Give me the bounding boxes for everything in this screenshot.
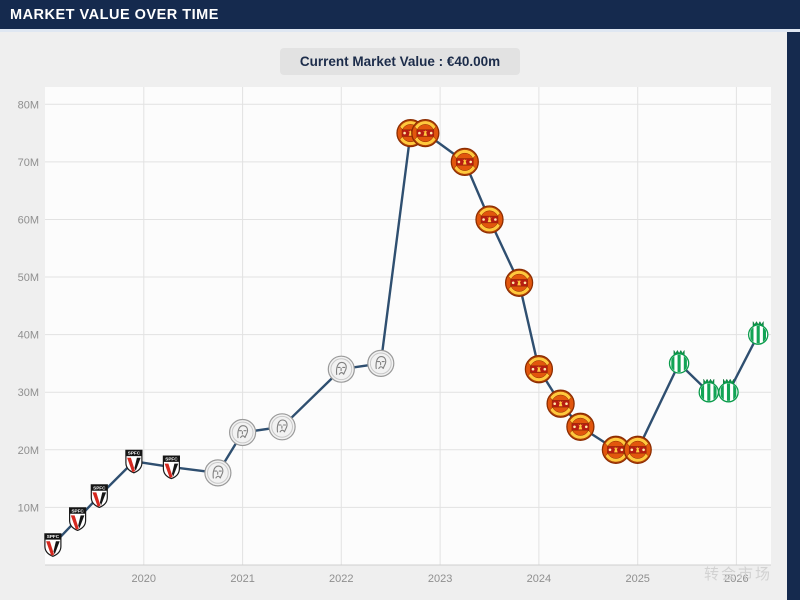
ajax-crest-icon — [204, 459, 232, 487]
betis-crest-icon — [747, 320, 769, 345]
svg-text:SPFC: SPFC — [71, 508, 84, 513]
market-value-chart-svg: 10M 20M 30M 40M 50M 60M 70M 80M 2020 2021 2022 2023… — [18, 87, 771, 585]
y-axis-tick-label: 80M — [18, 99, 39, 111]
man-united-crest-icon — [623, 435, 652, 464]
x-axis-tick-label: 2020 — [132, 573, 156, 585]
page-title: MARKET VALUE OVER TIME — [10, 6, 219, 23]
y-axis-tick-label: 20M — [18, 445, 39, 457]
market-value-chart[interactable]: 10M 20M 30M 40M 50M 60M 70M 80M 2020 2021 2022 2023… — [5, 81, 800, 598]
sao-paulo-crest-icon: SPFC — [162, 455, 180, 480]
ajax-crest-icon — [327, 355, 355, 383]
x-axis-tick-label: 2025 — [625, 573, 649, 585]
betis-crest-icon — [668, 349, 690, 374]
man-united-crest-icon — [566, 412, 595, 441]
y-axis-tick-label: 40M — [18, 330, 39, 342]
y-axis-tick-label: 30M — [18, 387, 39, 399]
ajax-crest-icon — [367, 349, 395, 377]
y-axis-tick-label: 60M — [18, 215, 39, 227]
sao-paulo-crest-icon: SPFC — [125, 449, 143, 474]
man-united-crest-icon — [504, 268, 534, 297]
betis-crest-icon — [698, 378, 720, 403]
sao-paulo-crest-icon: SPFC — [90, 484, 108, 509]
man-united-crest-icon — [411, 118, 440, 148]
svg-text:SPFC: SPFC — [93, 485, 106, 490]
ajax-crest-icon — [229, 418, 257, 447]
man-united-crest-icon — [524, 355, 554, 384]
betis-crest-icon — [718, 378, 739, 403]
right-edge-strip — [787, 0, 800, 600]
sao-paulo-crest-icon: SPFC — [68, 507, 87, 532]
man-united-crest-icon — [450, 147, 479, 177]
x-axis-tick-label: 2024 — [527, 573, 551, 585]
svg-text:SPFC: SPFC — [47, 534, 60, 539]
ajax-crest-icon — [268, 413, 296, 441]
x-axis-tick-label: 2021 — [230, 573, 254, 585]
x-axis-tick-label: 2026 — [724, 573, 748, 585]
y-axis-tick-label: 10M — [18, 502, 39, 514]
man-united-crest-icon — [546, 389, 575, 418]
man-united-crest-icon — [475, 205, 504, 234]
x-axis-tick-label: 2023 — [428, 573, 452, 585]
current-value-label: Current Market Value : €40.00m — [299, 54, 501, 69]
man-united-crest-icon — [601, 435, 631, 464]
svg-text:SPFC: SPFC — [128, 451, 141, 456]
sao-paulo-crest-icon: SPFC — [44, 533, 62, 557]
y-axis-tick-label: 70M — [18, 157, 39, 169]
current-value-badge: Current Market Value : €40.00m — [279, 48, 521, 75]
svg-text:SPFC: SPFC — [165, 457, 178, 462]
y-axis-tick-label: 50M — [18, 272, 39, 284]
x-axis-tick-label: 2022 — [329, 573, 353, 585]
header-bar: MARKET VALUE OVER TIME — [0, 0, 800, 32]
plot-area — [45, 87, 771, 565]
watermark: 转会市场 — [703, 566, 772, 583]
